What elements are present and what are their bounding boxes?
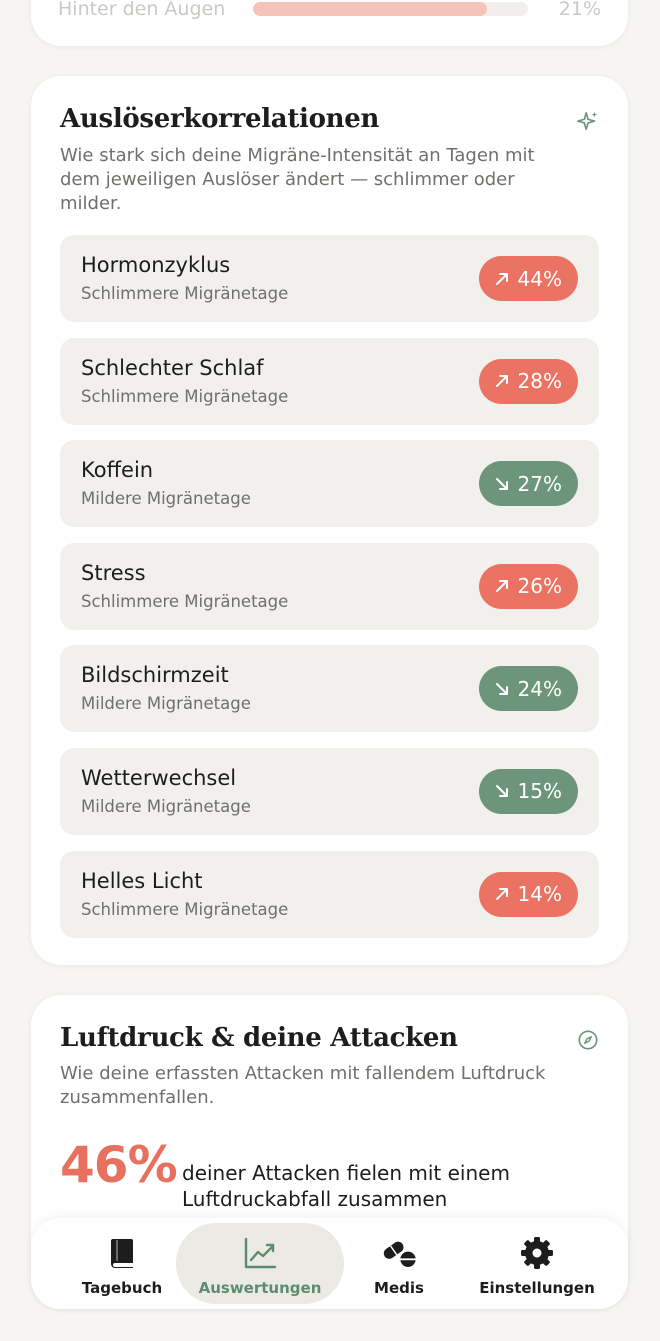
trigger-effect: Schlimmere Migränetage [81,899,289,919]
tab-einstellungen[interactable]: Einstellungen [467,1223,607,1304]
tab-label: Tagebuch [81,1279,163,1297]
arrow-down-right-icon [495,477,508,490]
trigger-item-schlechter-schlaf[interactable]: Schlechter Schlaf Schlimmere Migränetage… [60,337,599,425]
tab-medis[interactable]: Medis [329,1223,469,1304]
arrow-up-right-icon [495,375,508,388]
pressure-card-description: Wie deine erfassten Attacken mit fallend… [60,1063,546,1108]
trigger-effect: Schlimmere Migränetage [81,386,289,406]
trigger-item-wetterwechsel[interactable]: Wetterwechsel Mildere Migränetage 15% [60,747,599,835]
location-card: Hinter den Augen 21% [31,0,628,46]
pressure-text: deiner Attacken fielen mit einem Luftdru… [182,1161,510,1211]
trigger-name: Wetterwechsel [81,765,237,790]
pills-icon [383,1241,417,1267]
pressure-card-title: Luftdruck & deine Attacken [60,1023,458,1053]
tab-label: Medis [374,1279,424,1297]
arrow-up-right-icon [495,888,508,901]
trigger-item-stress[interactable]: Stress Schlimmere Migränetage 26% [60,542,599,630]
trigger-name: Hormonzyklus [81,253,231,277]
trigger-name: Bildschirmzeit [81,663,229,688]
location-percent: 21% [558,0,601,20]
tab-label: Auswertungen [198,1279,322,1297]
tab-label: Einstellungen [479,1279,595,1297]
trigger-list: Hormonzyklus Schlimmere Migränetage 44% … [60,235,599,953]
trigger-item-koffein[interactable]: Koffein Mildere Migränetage 27% [60,440,599,528]
trigger-name: Koffein [81,458,154,483]
arrow-down-right-icon [495,682,508,695]
sparkles-icon [577,111,598,131]
tab-auswertungen[interactable]: Auswertungen [176,1223,344,1304]
trigger-badge: 15% [478,768,578,814]
trigger-correlations-card: Auslöserkorrelationen Wie stark sich dei… [31,76,628,965]
trigger-value: 28% [517,369,562,394]
trigger-name: Helles Licht [81,868,203,893]
tab-bar: Tagebuch Auswertungen Medis [31,1218,628,1309]
arrow-down-right-icon [495,785,508,798]
trigger-item-helles-licht[interactable]: Helles Licht Schlimmere Migränetage 14% [60,850,599,938]
trigger-card-title: Auslöserkorrelationen [60,104,380,134]
location-row: Hinter den Augen 21% [58,0,601,20]
trigger-effect: Mildere Migränetage [81,694,251,714]
trigger-value: 27% [517,471,562,496]
trigger-badge: 26% [478,563,578,609]
location-progress [253,2,528,16]
trigger-badge: 28% [478,358,578,404]
trigger-name: Stress [81,560,146,585]
trigger-value: 15% [517,779,562,804]
trigger-value: 24% [517,676,562,701]
location-progress-fill [253,2,487,16]
trigger-value: 14% [517,882,562,907]
trigger-badge: 14% [478,871,578,917]
trigger-badge: 27% [478,461,578,507]
trigger-name: Schlechter Schlaf [81,355,264,380]
trigger-badge: 44% [478,256,578,301]
trigger-effect: Schlimmere Migränetage [81,591,289,611]
arrow-up-right-icon [495,580,508,593]
compass-icon [578,1030,598,1050]
chart-icon [244,1237,277,1269]
trigger-card-description: Wie stark sich deine Migräne-Intensität … [60,145,535,214]
book-icon [111,1239,133,1268]
trigger-effect: Mildere Migränetage [81,489,251,509]
tab-tagebuch[interactable]: Tagebuch [52,1223,192,1304]
gear-icon [521,1237,553,1269]
trigger-badge: 24% [478,666,578,712]
trigger-effect: Schlimmere Migränetage [81,284,289,303]
arrow-up-right-icon [495,272,508,285]
trigger-value: 26% [517,574,562,599]
trigger-item-hormonzyklus[interactable]: Hormonzyklus Schlimmere Migränetage 44% [60,235,599,322]
trigger-value: 44% [517,266,562,291]
trigger-item-bildschirmzeit[interactable]: Bildschirmzeit Mildere Migränetage 24% [60,645,599,733]
location-label: Hinter den Augen [58,0,226,20]
trigger-effect: Mildere Migränetage [81,796,251,816]
pressure-percent: 46% [60,1136,178,1194]
